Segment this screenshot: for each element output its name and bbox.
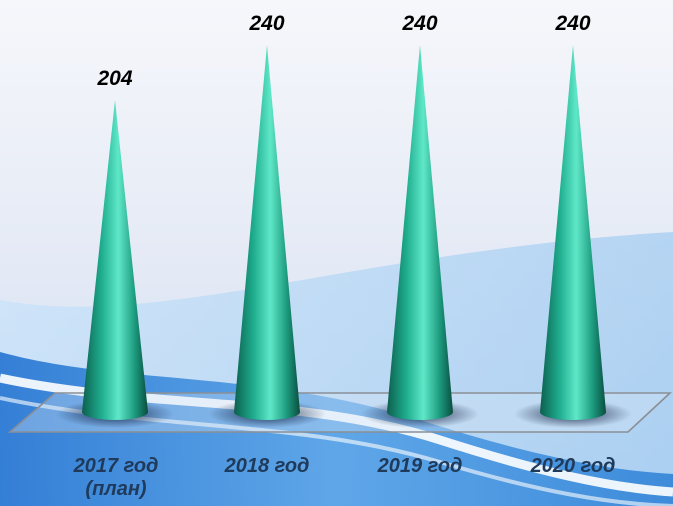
cone-2020 — [540, 45, 606, 420]
floor-plane — [7, 392, 673, 433]
data-label-2020: 240 — [554, 12, 590, 35]
background-wave-blue — [0, 352, 673, 506]
cone-series — [56, 45, 632, 428]
category-label-2017: 2017 год (план) — [46, 455, 186, 501]
data-label-2019: 240 — [401, 12, 437, 35]
category-label-2017-line-1: 2017 год — [73, 455, 159, 477]
category-label-2019: 2019 год — [377, 455, 463, 477]
data-labels: 204 240 240 240 — [96, 12, 590, 90]
data-label-2018: 240 — [248, 12, 284, 35]
data-label-2017: 204 — [96, 67, 132, 90]
category-label-2018: 2018 год — [224, 455, 310, 477]
cone-2017 — [82, 100, 148, 421]
cone-2019 — [387, 45, 453, 420]
category-label-2017-line-2: (план) — [85, 478, 147, 500]
category-label-2020: 2020 год — [530, 455, 616, 477]
cone-2018 — [234, 45, 300, 420]
